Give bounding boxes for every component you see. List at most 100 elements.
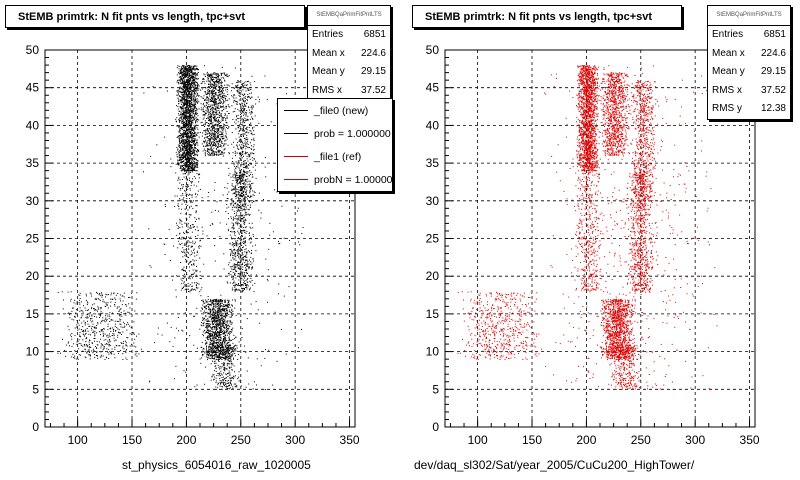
scatter-point	[214, 90, 215, 92]
scatter-point	[189, 94, 191, 96]
scatter-point	[202, 81, 204, 83]
scatter-point	[223, 313, 225, 315]
scatter-point	[230, 311, 231, 313]
scatter-point	[224, 148, 226, 150]
scatter-point	[209, 314, 211, 316]
scatter-point	[233, 210, 235, 212]
scatter-point	[204, 153, 206, 155]
scatter-point	[187, 144, 189, 146]
scatter-point	[190, 150, 192, 152]
scatter-point	[245, 90, 247, 92]
scatter-point	[195, 102, 197, 104]
scatter-point	[218, 107, 220, 109]
scatter-point	[211, 90, 213, 92]
scatter-point	[177, 126, 179, 128]
scatter-point	[218, 88, 220, 90]
scatter-point	[194, 72, 196, 74]
scatter-point	[193, 169, 195, 171]
scatter-point	[194, 98, 196, 100]
scatter-point	[255, 103, 257, 105]
scatter-point	[237, 224, 239, 226]
scatter-point	[189, 109, 191, 111]
scatter-point	[250, 237, 252, 239]
scatter-point	[209, 338, 211, 340]
scatter-point	[210, 107, 212, 109]
scatter-point	[252, 139, 254, 141]
scatter-point	[184, 132, 186, 134]
scatter-point	[235, 207, 237, 209]
scatter-point	[183, 146, 185, 148]
scatter-point	[187, 71, 189, 73]
scatter-point	[187, 90, 189, 92]
scatter-point	[197, 149, 198, 151]
scatter-point	[215, 309, 217, 311]
scatter-point	[230, 271, 232, 272]
scatter-point	[219, 96, 221, 98]
scatter-point	[196, 127, 198, 129]
scatter-point	[240, 138, 241, 140]
scatter-point	[254, 192, 256, 194]
scatter-point	[177, 83, 179, 85]
scatter-point	[220, 310, 221, 312]
scatter-point	[182, 77, 184, 79]
scatter-point	[216, 302, 218, 304]
scatter-point	[220, 124, 222, 126]
scatter-point	[188, 157, 190, 158]
scatter-point	[186, 158, 188, 160]
scatter-point	[244, 214, 246, 216]
scatter-point	[181, 77, 182, 79]
scatter-point	[238, 204, 240, 206]
scatter-point	[179, 159, 181, 161]
scatter-point	[233, 246, 235, 248]
scatter-point	[182, 119, 184, 121]
scatter-point	[247, 138, 249, 140]
scatter-point	[196, 88, 198, 90]
scatter-point	[214, 328, 216, 330]
scatter-point	[247, 198, 248, 200]
scatter-point	[242, 221, 244, 223]
scatter-point	[186, 129, 188, 131]
scatter-point	[219, 122, 220, 124]
scatter-point	[207, 140, 209, 141]
scatter-point	[242, 154, 244, 156]
scatter-point	[214, 153, 216, 155]
scatter-point	[184, 124, 185, 126]
scatter-point	[223, 306, 225, 308]
scatter-point	[181, 141, 183, 143]
scatter-point	[240, 179, 242, 181]
scatter-point	[194, 146, 195, 148]
scatter-point	[247, 96, 249, 98]
scatter-point	[240, 156, 242, 158]
scatter-point	[188, 93, 190, 95]
scatter-point	[252, 190, 254, 192]
scatter-point	[245, 114, 247, 116]
scatter-point	[241, 233, 243, 234]
scatter-point	[239, 103, 241, 105]
scatter-point	[217, 106, 219, 108]
scatter-point	[241, 86, 243, 88]
scatter-point	[188, 101, 190, 102]
scatter-point	[180, 160, 182, 161]
scatter-point	[188, 96, 190, 97]
scatter-point	[237, 215, 239, 217]
scatter-point	[227, 104, 229, 106]
scatter-point	[188, 124, 190, 126]
scatter-point	[181, 127, 182, 129]
scatter-point	[255, 99, 257, 100]
scatter-point	[236, 82, 238, 83]
scatter-point	[204, 339, 206, 341]
scatter-point	[224, 350, 226, 352]
scatter-point	[211, 142, 212, 144]
scatter-point	[227, 198, 229, 200]
scatter-point	[225, 325, 227, 327]
scatter-point	[204, 74, 206, 76]
scatter-point	[221, 328, 223, 330]
scatter-point	[215, 307, 217, 309]
scatter-point	[187, 90, 189, 92]
scatter-point	[245, 203, 247, 205]
scatter-point	[237, 203, 239, 205]
scatter-point	[223, 332, 225, 334]
scatter-point	[208, 309, 210, 311]
scatter-point	[191, 160, 193, 162]
scatter-point	[244, 283, 246, 284]
